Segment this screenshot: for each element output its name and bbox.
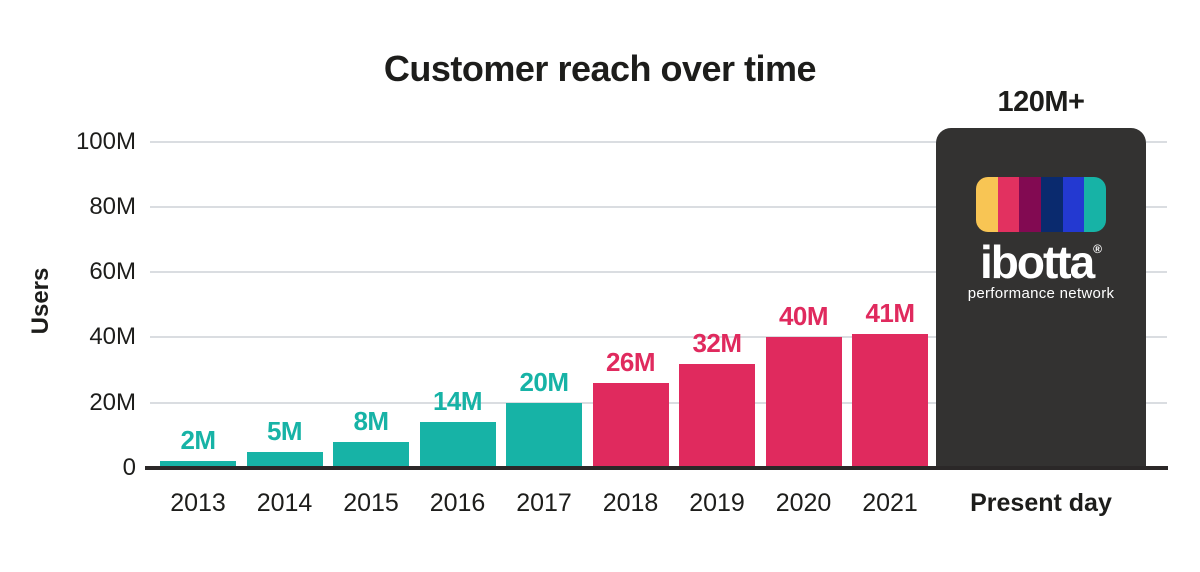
logo-stripe-2 (997, 177, 1020, 233)
value-label-2016: 14M (432, 386, 483, 417)
value-label-2013: 2M (180, 425, 216, 456)
x-axis-line (145, 466, 1168, 470)
bar-2016 (419, 422, 496, 468)
x-tick-2017: 2017 (516, 489, 572, 517)
y-tick-80M: 80M (89, 192, 136, 220)
x-tick-present-day: Present day (970, 489, 1112, 517)
gridline-100M (150, 140, 1167, 143)
ibotta-tagline: performance network (967, 285, 1115, 303)
bar-2019 (679, 363, 755, 468)
gridline-80M (150, 205, 1167, 208)
bar-2020 (765, 337, 842, 468)
y-tick-20M: 20M (89, 388, 136, 416)
logo-stripe-1 (976, 177, 998, 233)
present-day-value-label: 120M+ (997, 86, 1085, 118)
logo-stripe-6 (1084, 177, 1106, 233)
bar-2018 (592, 383, 669, 468)
present-day-bar: ibotta® performance network (936, 128, 1146, 468)
ibotta-brand-text: ibotta (979, 236, 1095, 289)
ibotta-logo-stripes (976, 177, 1106, 233)
bar-2013 (160, 461, 236, 468)
bar-2014 (246, 451, 323, 468)
y-axis-title: Users (27, 267, 54, 335)
logo-stripe-5 (1062, 177, 1085, 233)
value-label-2019: 32M (692, 327, 742, 358)
bar-2017 (506, 402, 582, 468)
y-tick-60M: 60M (89, 258, 136, 286)
y-tick-100M: 100M (75, 127, 136, 155)
logo-stripe-4 (1041, 177, 1063, 233)
gridline-40M (150, 336, 1167, 339)
logo-stripe-3 (1019, 177, 1042, 233)
bar-2015 (333, 441, 409, 468)
y-tick-0: 0 (122, 454, 136, 481)
value-label-2020: 40M (778, 301, 829, 332)
x-tick-2014: 2014 (256, 489, 313, 517)
x-tick-2013: 2013 (170, 489, 226, 517)
gridline-60M (150, 271, 1167, 274)
value-label-2015: 8M (353, 405, 389, 436)
value-label-2021: 41M (865, 298, 915, 329)
ibotta-wordmark: ibotta® (936, 239, 1146, 285)
value-label-2014: 5M (266, 415, 303, 446)
registered-mark-icon: ® (1093, 242, 1103, 257)
x-tick-2020: 2020 (775, 489, 832, 517)
value-label-2018: 26M (605, 347, 656, 378)
x-tick-2021: 2021 (862, 489, 918, 517)
x-tick-2015: 2015 (343, 489, 399, 517)
chart-title: Customer reach over time (383, 48, 817, 89)
x-tick-2019: 2019 (689, 489, 745, 517)
bar-2021 (852, 334, 928, 468)
y-tick-40M: 40M (89, 323, 136, 351)
x-tick-2018: 2018 (602, 489, 659, 517)
value-label-2017: 20M (519, 366, 569, 397)
x-tick-2016: 2016 (429, 489, 486, 517)
